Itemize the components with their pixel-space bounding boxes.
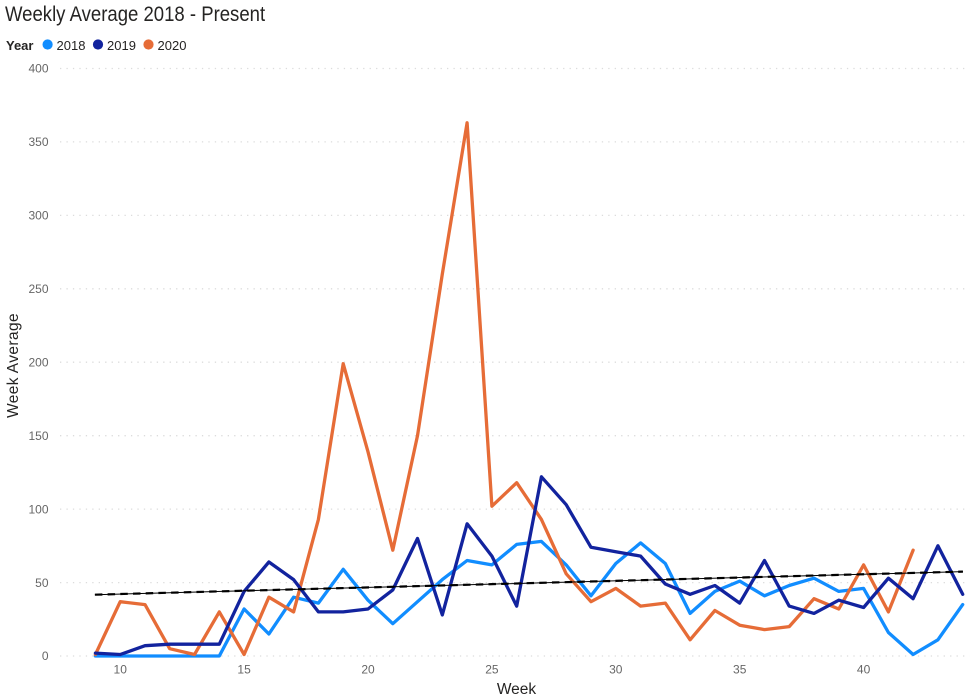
svg-text:200: 200 <box>28 355 48 369</box>
svg-text:350: 350 <box>28 135 48 149</box>
svg-text:300: 300 <box>28 209 48 223</box>
svg-text:50: 50 <box>35 576 49 590</box>
svg-text:100: 100 <box>28 502 48 516</box>
svg-text:400: 400 <box>28 62 48 76</box>
svg-text:35: 35 <box>733 663 747 677</box>
svg-text:10: 10 <box>114 663 128 677</box>
svg-text:20: 20 <box>361 663 375 677</box>
svg-text:250: 250 <box>28 282 48 296</box>
svg-text:Week: Week <box>497 681 537 698</box>
svg-text:30: 30 <box>609 663 623 677</box>
svg-text:40: 40 <box>857 663 871 677</box>
svg-text:25: 25 <box>485 663 499 677</box>
svg-text:Week Average: Week Average <box>5 313 22 418</box>
svg-text:0: 0 <box>42 649 49 663</box>
svg-text:150: 150 <box>28 429 48 443</box>
svg-text:15: 15 <box>237 663 251 677</box>
